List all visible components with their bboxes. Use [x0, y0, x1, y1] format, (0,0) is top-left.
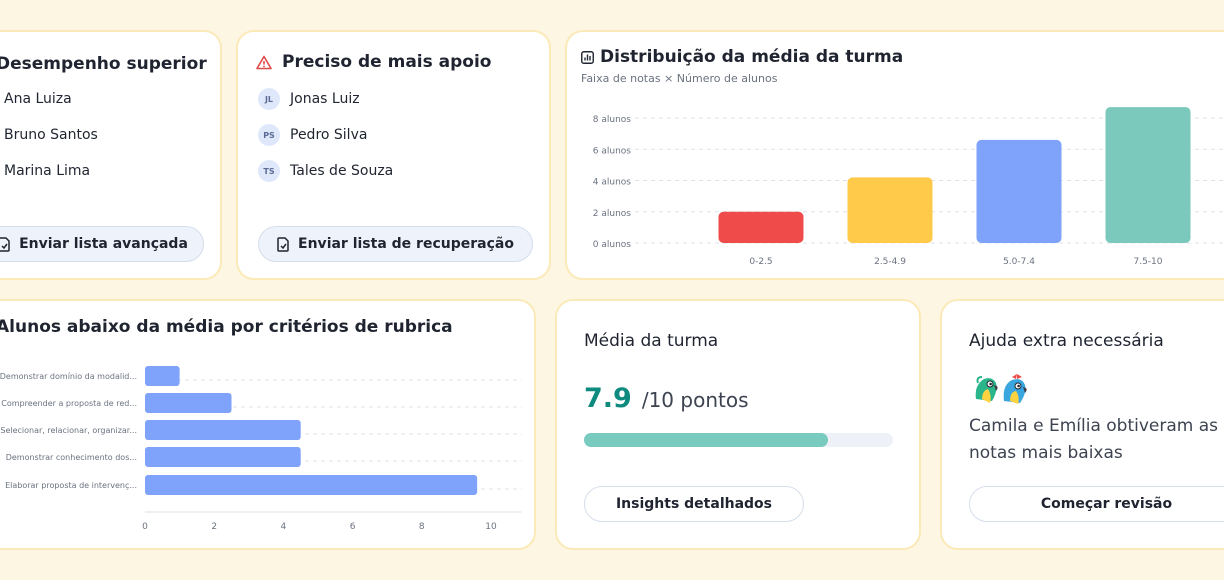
y-tick-label: 6 alunos: [593, 146, 632, 156]
class-average-score: 7.9: [584, 383, 632, 414]
distribution-title: Distribuição da média da turma: [600, 47, 904, 67]
student-row: JL Jonas Luiz: [258, 88, 360, 110]
bar: [1105, 107, 1191, 243]
send-recovery-list-button[interactable]: Enviar lista de recuperação: [258, 226, 533, 262]
document-check-icon: [277, 236, 289, 252]
need-support-title-row: Preciso de mais apoio: [256, 52, 492, 72]
bar-chart-icon: [581, 50, 594, 64]
extra-help-message: Camila e Emília obtiveram as notas mais …: [969, 416, 1219, 463]
x-tick-label: 2.5-4.9: [874, 257, 906, 267]
y-tick-label: 8 alunos: [593, 115, 632, 125]
need-support-card: Preciso de mais apoio JL Jonas Luiz PS P…: [236, 30, 551, 280]
distribution-chart: 0 alunos 2 alunos 4 alunos 6 alunos 8 alunos…: [593, 107, 1224, 267]
detailed-insights-label: Insights detalhados: [615, 496, 773, 512]
y-tick-label: Demonstrar domínio da modalid...: [0, 372, 137, 381]
student-row: Marina Lima: [4, 163, 90, 179]
distribution-title-row: Distribuição da média da turma: [581, 47, 903, 67]
bar: [145, 393, 232, 413]
avatar: TS: [258, 160, 280, 182]
y-tick-label: 2 alunos: [593, 209, 632, 219]
y-tick-label: 4 alunos: [593, 178, 632, 188]
parrot-mascots-icon: [975, 374, 1027, 404]
student-row: TS Tales de Souza: [258, 160, 393, 182]
bar: [847, 177, 933, 243]
y-tick-label: 0 alunos: [593, 240, 632, 250]
bar: [145, 475, 478, 495]
student-name: Pedro Silva: [290, 127, 368, 143]
x-tick-label: 0-2.5: [749, 257, 772, 267]
send-advanced-list-button[interactable]: Enviar lista avançada: [0, 226, 204, 262]
warning-triangle-icon: [256, 55, 272, 69]
student-row: Ana Luiza: [4, 91, 72, 107]
class-average-score-row: 7.9 /10 pontos: [584, 383, 749, 414]
need-support-title: Preciso de mais apoio: [282, 52, 492, 72]
x-tick-label: 7.5-10: [1133, 257, 1162, 267]
x-tick-label: 10: [485, 522, 497, 532]
x-tick-label: 4: [281, 522, 287, 532]
send-advanced-list-label: Enviar lista avançada: [19, 236, 188, 252]
distribution-subtitle: Faixa de notas × Número de alunos: [581, 72, 778, 85]
x-tick-label: 8: [419, 522, 425, 532]
distribution-card: Distribuição da média da turma Faixa de …: [565, 30, 1224, 280]
rubric-title: Alunos abaixo da média por critérios de …: [0, 317, 453, 337]
student-row: Bruno Santos: [4, 127, 98, 143]
x-tick-label: 0: [142, 522, 148, 532]
top-performers-title: Desempenho superior: [0, 54, 207, 74]
detailed-insights-button[interactable]: Insights detalhados: [584, 486, 804, 522]
bar: [145, 447, 301, 467]
bar: [145, 366, 180, 386]
start-review-button[interactable]: Começar revisão: [969, 486, 1224, 522]
student-row: PS Pedro Silva: [258, 124, 367, 146]
extra-help-title: Ajuda extra necessária: [969, 331, 1164, 351]
class-average-card: Média da turma 7.9 /10 pontos Insights d…: [555, 299, 921, 550]
avatar: JL: [258, 88, 280, 110]
y-tick-label: Demonstrar conhecimento dos...: [6, 453, 137, 462]
bar: [145, 420, 301, 440]
student-name: Marina Lima: [4, 163, 91, 179]
x-tick-label: 6: [350, 522, 356, 532]
bar: [976, 139, 1062, 243]
class-average-score-suffix: /10 pontos: [641, 388, 749, 412]
student-name: Jonas Luiz: [290, 91, 360, 107]
bar: [718, 211, 804, 243]
x-tick-label: 5.0-7.4: [1003, 257, 1035, 267]
class-average-title: Média da turma: [584, 331, 719, 351]
class-average-progress-fill: [584, 433, 829, 447]
x-tick-label: 2: [211, 522, 217, 532]
document-check-icon: [0, 236, 10, 252]
student-name: Bruno Santos: [4, 127, 98, 143]
y-tick-label: Elaborar proposta de intervenç...: [5, 481, 137, 490]
top-performers-card: Desempenho superior Ana Luiza Bruno Sant…: [0, 30, 222, 280]
start-review-label: Começar revisão: [1040, 496, 1173, 512]
rubric-card: Alunos abaixo da média por critérios de …: [0, 299, 536, 550]
avatar: PS: [258, 124, 280, 146]
send-recovery-list-label: Enviar lista de recuperação: [298, 236, 514, 252]
rubric-chart: Demonstrar domínio da modalid... Compreen…: [0, 366, 522, 532]
y-tick-label: Selecionar, relacionar, organizar...: [0, 426, 137, 435]
student-name: Ana Luiza: [4, 91, 72, 107]
class-average-progress-track: [584, 433, 893, 447]
student-name: Tales de Souza: [290, 163, 394, 179]
y-tick-label: Compreender a proposta de red...: [1, 399, 137, 408]
extra-help-card: Ajuda extra necessária Camila e Emília o…: [940, 299, 1224, 550]
